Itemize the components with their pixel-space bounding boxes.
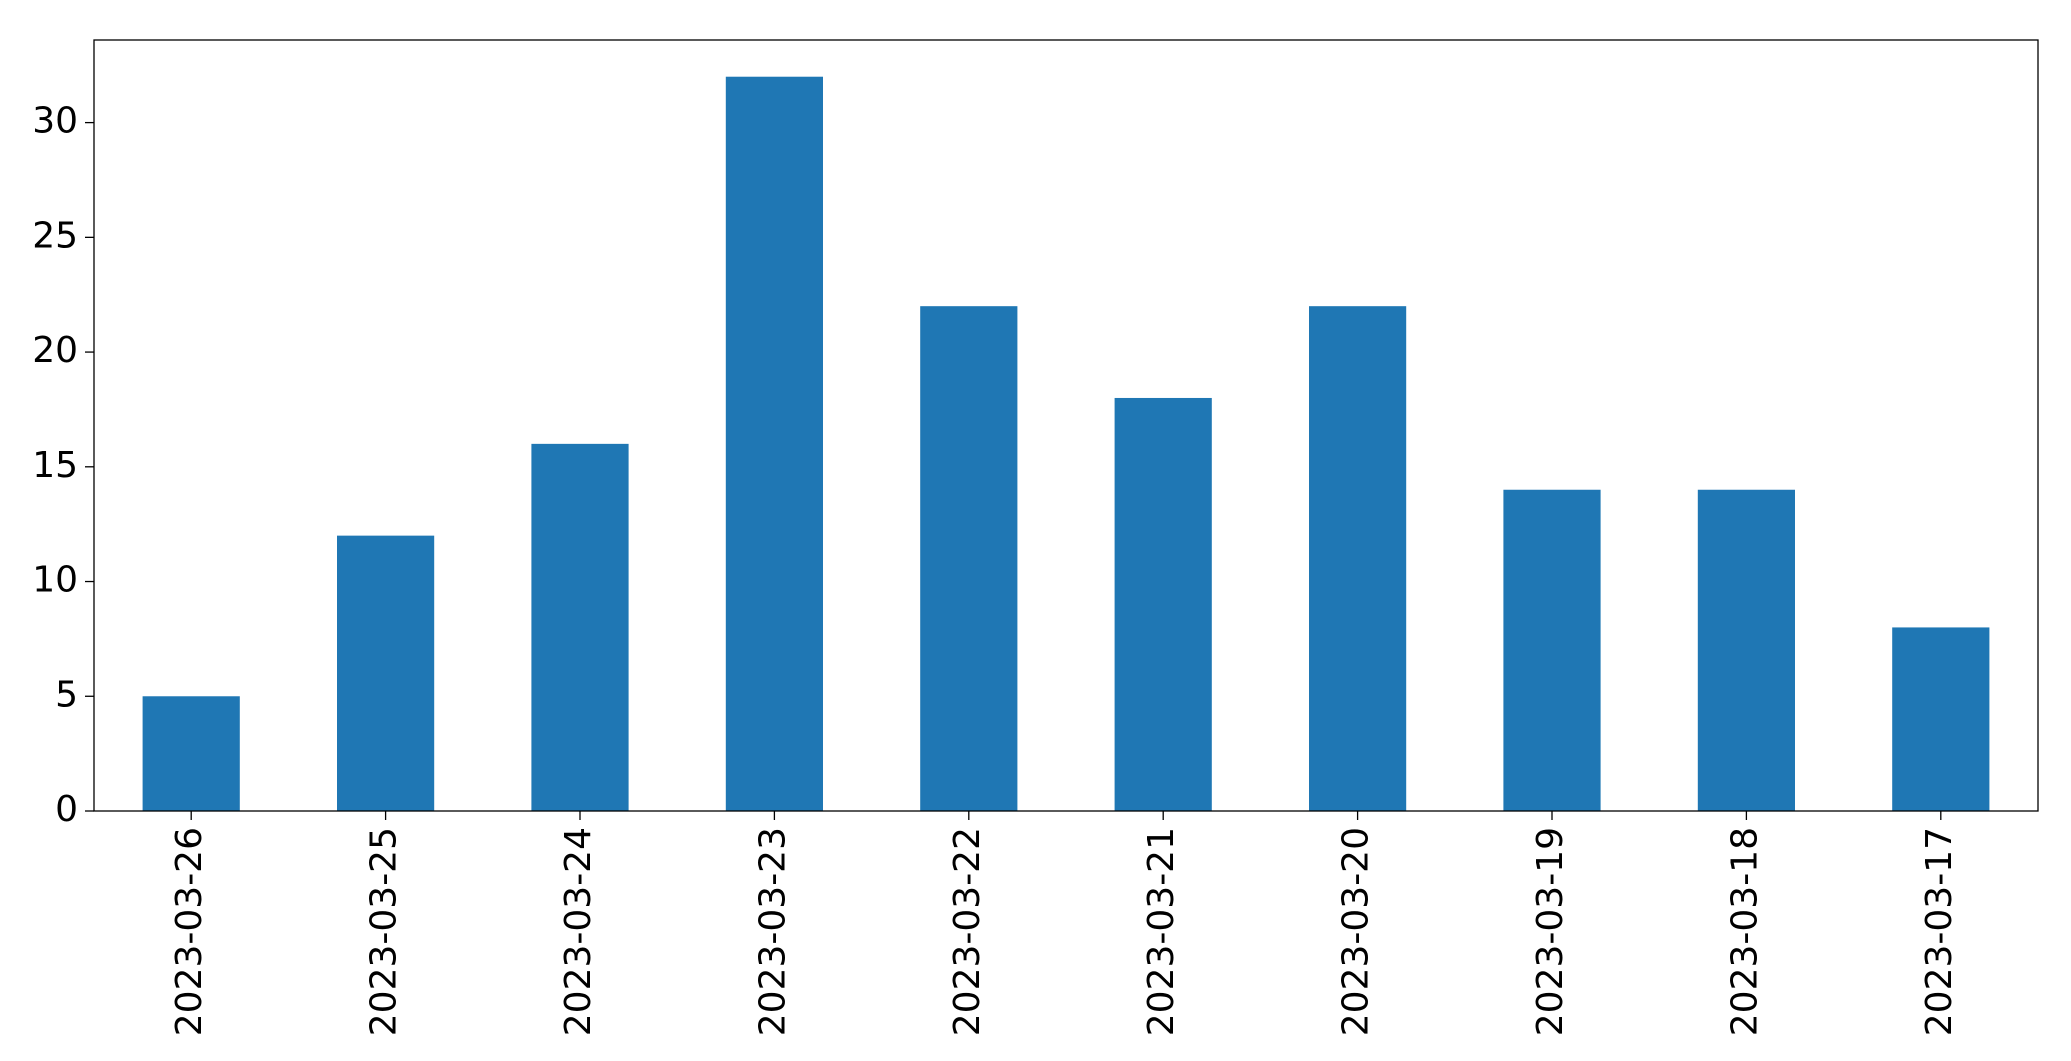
- y-tick-label: 30: [32, 101, 78, 142]
- y-tick-label: 5: [55, 674, 78, 715]
- x-tick-label: 2023-03-26: [169, 827, 210, 1036]
- y-tick-label: 15: [32, 445, 78, 486]
- bar: [1503, 489, 1601, 811]
- bar: [725, 76, 823, 811]
- plot-frame: [93, 39, 2039, 812]
- y-tick-label: 20: [32, 330, 78, 371]
- bar: [1114, 397, 1212, 811]
- x-tick-label: 2023-03-22: [947, 827, 988, 1036]
- bar: [337, 535, 435, 811]
- x-tick-label: 2023-03-19: [1530, 827, 1571, 1036]
- x-tick-label: 2023-03-20: [1336, 827, 1377, 1036]
- x-tick-label: 2023-03-23: [752, 827, 793, 1036]
- x-tick-label: 2023-03-24: [558, 827, 599, 1036]
- bar: [1697, 489, 1795, 811]
- bar: [531, 443, 629, 811]
- y-tick-label: 10: [32, 560, 78, 601]
- x-tick-label: 2023-03-17: [1919, 827, 1960, 1036]
- x-tick-label: 2023-03-25: [364, 827, 405, 1036]
- x-tick-label: 2023-03-18: [1724, 827, 1765, 1036]
- y-tick-label: 25: [32, 215, 78, 256]
- bar: [920, 306, 1018, 811]
- bar: [142, 696, 240, 811]
- bar: [1309, 306, 1407, 811]
- bar: [1892, 627, 1990, 811]
- x-tick-label: 2023-03-21: [1141, 827, 1182, 1036]
- y-tick-label: 0: [55, 789, 78, 830]
